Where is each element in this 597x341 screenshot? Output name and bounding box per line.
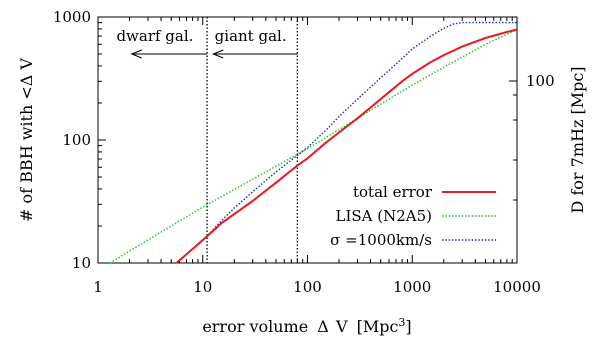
y2-axis-ticks: 100 xyxy=(509,72,555,201)
annotation-arrow-head xyxy=(130,49,142,59)
x-axis-label-text: error volume xyxy=(202,317,308,336)
legend-label-0: total error xyxy=(353,183,433,201)
legend-label-1: LISA (N2A5) xyxy=(335,207,432,225)
x-axis-ticks: 1 10 100 1000 10000 xyxy=(93,17,541,296)
y-tick-label: 10 xyxy=(72,254,91,272)
y-axis-label: # of BBH with <Δ V xyxy=(17,58,36,222)
x-tick-label: 1000 xyxy=(393,278,431,296)
annotation-label: giant gal. xyxy=(215,27,287,45)
series-line-1 xyxy=(109,28,518,264)
series-lines xyxy=(109,21,518,264)
x-axis-label-unit-end: ] xyxy=(405,317,411,336)
reference-lines xyxy=(206,17,298,263)
x-tick-label: 10000 xyxy=(493,278,541,296)
x-tick-label: 1 xyxy=(93,278,103,296)
x-tick-label: 10 xyxy=(193,278,212,296)
y2-tick-label: 100 xyxy=(526,72,555,90)
annotation-label: dwarf gal. xyxy=(116,27,193,45)
x-axis-label-symbol: Δ xyxy=(317,317,329,336)
y-tick-label: 100 xyxy=(62,131,91,149)
x-axis-label-exp: 3 xyxy=(398,316,405,329)
annotations: dwarf gal. giant gal. xyxy=(116,27,298,59)
y2-axis-label: D for 7mHz [Mpc] xyxy=(568,66,587,213)
legend-label-2: σ =1000km/s xyxy=(330,231,432,249)
x-axis-label-var: V xyxy=(335,317,348,336)
y-axis-ticks: 10 100 1000 xyxy=(53,8,106,272)
series-line-2 xyxy=(175,21,517,264)
legend: total error LISA (N2A5) σ =1000km/s xyxy=(330,183,496,249)
annotation-arrow-head xyxy=(211,49,224,59)
series-line-0 xyxy=(175,28,518,264)
x-axis-label-unit: [Mpc xyxy=(357,317,399,336)
x-axis-label: error volume Δ V [Mpc3] xyxy=(202,316,411,337)
y-tick-label: 1000 xyxy=(53,8,91,26)
x-tick-label: 100 xyxy=(293,278,322,296)
